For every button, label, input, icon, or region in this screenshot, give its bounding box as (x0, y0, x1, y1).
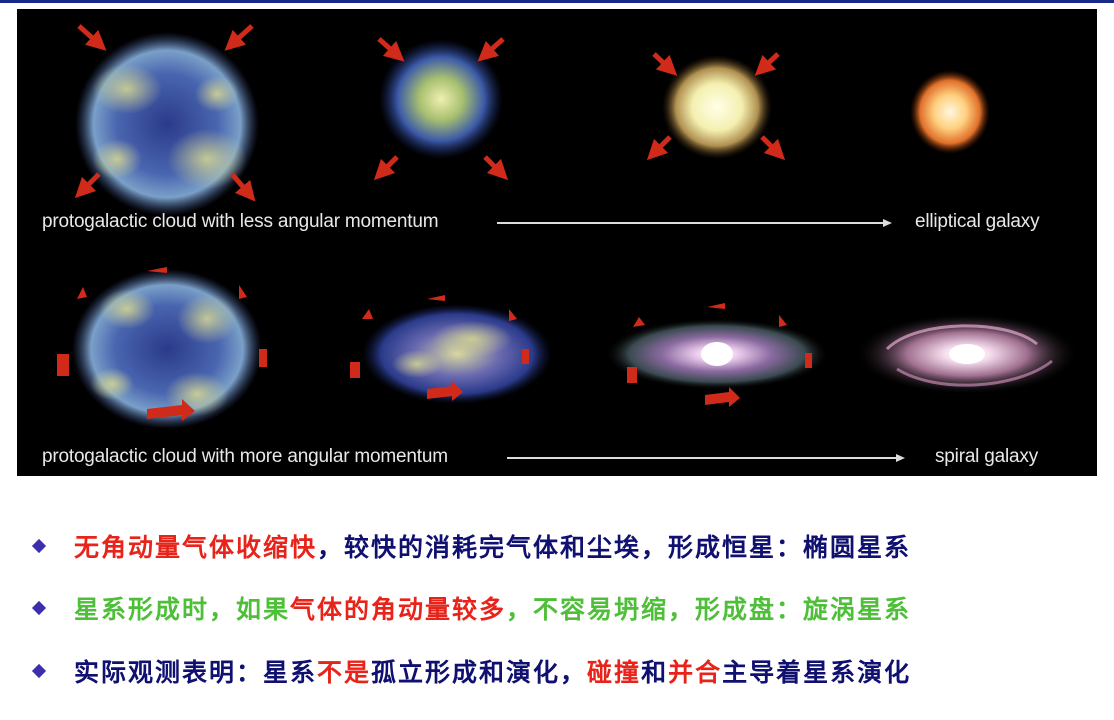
elliptical-galaxy-image (910, 70, 990, 154)
caption-more-momentum: protogalactic cloud with more angular mo… (42, 446, 448, 467)
arrow-to-elliptical-head (883, 219, 892, 227)
bullet-3-seg-3: 孤立形成和演化， (371, 658, 588, 687)
rotation-arrows-3 (627, 303, 812, 407)
caption-spiral: spiral galaxy (935, 446, 1039, 467)
arrow-to-spiral-head (896, 454, 905, 462)
cloud-less-momentum (75, 32, 259, 216)
bullet-2-seg-3: ，不容易坍缩，形成盘：旋涡星系 (506, 595, 912, 624)
collapse-arrows-3 (646, 52, 786, 161)
caption-less-momentum: protogalactic cloud with less angular mo… (42, 211, 439, 232)
diamond-bullet-icon (31, 538, 47, 554)
bullet-row-2: 星系形成时，如果 气体的角动量较多 ，不容易坍缩，形成盘：旋涡星系 (28, 586, 911, 630)
bright-core (662, 55, 772, 159)
top-rule (0, 0, 1114, 3)
arrow-to-elliptical (497, 222, 887, 224)
bullet-row-1: 无角动量气体收缩快 ，较快的消耗完气体和尘埃，形成恒星：椭圆星系 (28, 524, 911, 568)
flattening-disk (362, 304, 552, 404)
bullet-3-seg-5: 和 (641, 658, 669, 687)
cloud-contracting (379, 39, 503, 159)
rotation-arrows-1 (57, 267, 267, 421)
bullet-3-seg-7: 主导着星系演化 (722, 658, 912, 687)
rotation-arrows-2 (350, 295, 529, 401)
galaxy-formation-figure: protogalactic cloud with less angular mo… (17, 9, 1097, 476)
collapse-arrows-1 (74, 24, 256, 202)
collapse-arrows-2 (373, 37, 509, 181)
caption-elliptical: elliptical galaxy (915, 211, 1040, 232)
bullet-2-seg-1: 星系形成时，如果 (74, 595, 291, 624)
figure-illustrations (57, 24, 1077, 429)
bullet-row-3: 实际观测表明：星系 不是 孤立形成和演化， 碰撞和并合 主导着星系演化 (28, 649, 911, 693)
bullet-1-seg-1: 无角动量气体收缩快 (74, 533, 318, 562)
bullet-3-seg-1: 实际观测表明：星系 (74, 658, 318, 687)
bullet-1-seg-2: ，较快的消耗完气体和尘埃，形成恒星：椭圆星系 (317, 533, 912, 562)
bullet-3-seg-4: 碰撞 (587, 658, 642, 687)
bullet-3-seg-2: 不是 (317, 658, 372, 687)
arrow-to-spiral (507, 457, 900, 459)
diamond-bullet-icon (31, 600, 47, 616)
disk-galaxy (607, 319, 827, 389)
spiral-galaxy-image (857, 314, 1077, 394)
cloud-more-momentum (72, 269, 262, 429)
diamond-bullet-icon (31, 663, 47, 679)
bullet-2-seg-2: 气体的角动量较多 (290, 595, 507, 624)
bullet-3-seg-6: 并合 (668, 658, 723, 687)
